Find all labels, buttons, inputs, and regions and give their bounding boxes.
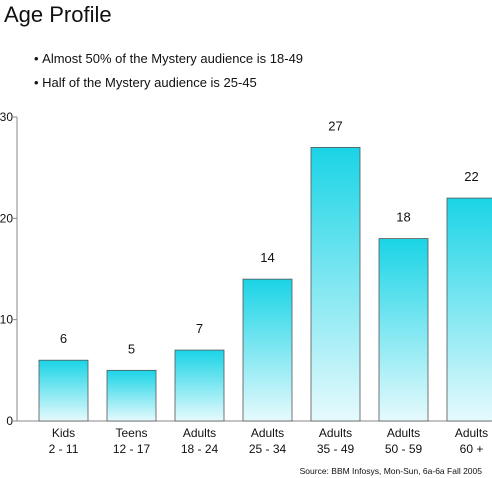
data-label: 27 — [328, 118, 342, 133]
bar — [378, 238, 429, 422]
bar — [174, 349, 225, 422]
chart-title: Age Profile — [4, 2, 112, 27]
data-label: 5 — [128, 341, 135, 356]
bars — [38, 146, 492, 422]
y-tick-label: 0 — [6, 414, 13, 428]
data-label: 6 — [60, 331, 67, 346]
x-tick-sublabel: 50 - 59 — [385, 442, 423, 456]
source-note: Source: BBM Infosys, Mon-Sun, 6a-6a Fall… — [299, 466, 482, 476]
data-label: 22 — [464, 169, 478, 184]
x-tick-label: Teens — [115, 426, 147, 440]
x-tick-sublabel: 60 + — [460, 442, 484, 456]
x-tick-sublabel: 18 - 24 — [181, 442, 219, 456]
y-tick-label: 10 — [0, 313, 13, 327]
x-tick-label: Adults — [319, 426, 352, 440]
x-tick-label: Adults — [455, 426, 488, 440]
labels: 6 Kids 2 - 11 5 Teens 12 - 17 7 Adults 18 - 24 14… — [49, 118, 489, 456]
x-tick-label: Adults — [183, 426, 216, 440]
x-tick-label: Kids — [52, 426, 75, 440]
y-tick-label: 30 — [0, 110, 13, 124]
x-tick-sublabel: 2 - 11 — [49, 442, 79, 456]
key-point-1: Almost 50% of the Mystery audience is 18… — [34, 47, 303, 71]
key-point-2: Half of the Mystery audience is 25-45 — [34, 71, 303, 95]
bar — [446, 197, 492, 422]
data-label: 7 — [196, 321, 203, 336]
x-tick-sublabel: 25 - 34 — [249, 442, 287, 456]
data-label: 18 — [396, 210, 410, 225]
bar — [106, 369, 157, 422]
data-label: 14 — [260, 250, 274, 265]
bar — [38, 359, 89, 422]
y-tick-label: 20 — [0, 211, 13, 225]
key-points: Almost 50% of the Mystery audience is 18… — [34, 47, 303, 95]
x-tick-sublabel: 35 - 49 — [317, 442, 355, 456]
bar — [310, 146, 361, 422]
x-tick-label: Adults — [251, 426, 284, 440]
bar — [242, 278, 293, 422]
x-tick-sublabel: 12 - 17 — [113, 442, 151, 456]
x-tick-label: Adults — [387, 426, 420, 440]
